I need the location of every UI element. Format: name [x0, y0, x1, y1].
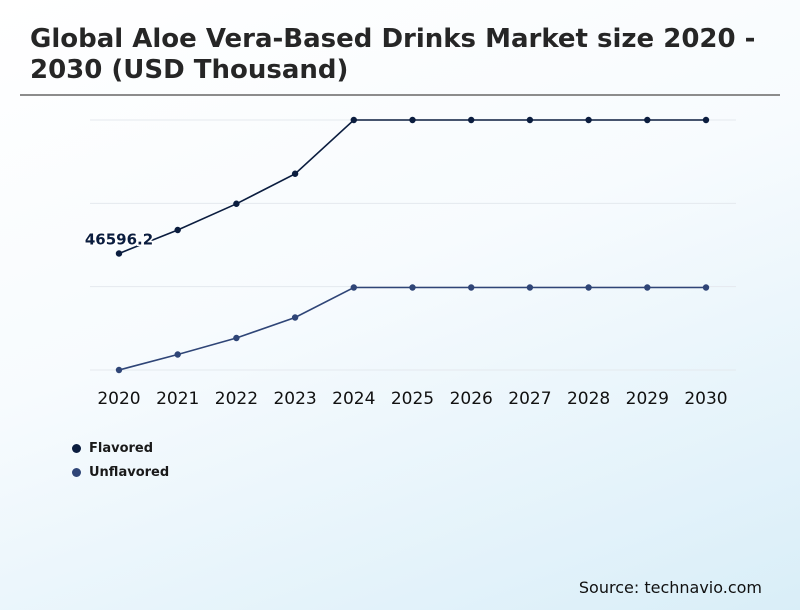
data-point-flavored [174, 226, 181, 234]
chart-title: Global Aloe Vera-Based Drinks Market siz… [30, 24, 756, 85]
data-point-unflavored [409, 284, 416, 291]
x-tick-label: 2027 [508, 389, 551, 409]
x-tick-label: 2021 [156, 389, 199, 409]
x-tick-label: 2025 [391, 389, 434, 409]
data-point-unflavored [174, 351, 181, 358]
data-point-flavored [585, 116, 592, 124]
legend-swatch-flavored [72, 443, 81, 453]
x-tick-label: 2028 [567, 389, 610, 409]
series-line-unflavored [118, 286, 706, 371]
title-divider [20, 94, 780, 96]
legend-item-flavored[interactable]: Flavored [72, 436, 169, 460]
data-point-flavored [702, 116, 710, 124]
data-point-unflavored [350, 284, 357, 291]
x-tick-label: 2024 [332, 389, 375, 409]
data-point-unflavored [526, 284, 534, 291]
data-point-flavored [644, 116, 651, 124]
data-point-unflavored [115, 366, 123, 374]
data-point-flavored [291, 170, 299, 177]
data-point-unflavored [702, 284, 710, 291]
legend-label-flavored: Flavored [89, 440, 154, 456]
source-credit: Source: technavio.com [578, 578, 762, 597]
data-point-flavored [233, 200, 240, 207]
series-line-flavored [118, 119, 706, 255]
data-point-flavored [468, 116, 475, 124]
legend-label-unflavored: Unflavored [89, 464, 170, 480]
legend-item-unflavored[interactable]: Unflavored [72, 460, 169, 484]
x-tick-label: 2030 [684, 389, 727, 409]
line-chart: 2020 2021 2022 2023 2024 2025 2026 2027 2028 2029… [83, 116, 736, 409]
data-point-flavored [409, 116, 416, 124]
data-point-flavored [115, 250, 123, 257]
x-tick-label: 2029 [626, 389, 669, 409]
legend: Flavored Unflavored [72, 436, 169, 484]
data-point-unflavored [468, 284, 475, 291]
x-tick-label: 2020 [97, 389, 140, 409]
legend-swatch-unflavored [72, 467, 81, 477]
data-point-flavored [350, 116, 357, 124]
data-point-unflavored [644, 284, 651, 291]
x-tick-label: 2026 [450, 389, 493, 409]
data-point-unflavored [291, 314, 299, 321]
x-tick-label: 2023 [273, 389, 316, 409]
data-point-unflavored [585, 284, 592, 291]
data-point-unflavored [233, 334, 240, 342]
x-tick-label: 2022 [215, 389, 258, 409]
data-label: 46596.2 [85, 231, 153, 249]
data-point-flavored [526, 116, 534, 124]
